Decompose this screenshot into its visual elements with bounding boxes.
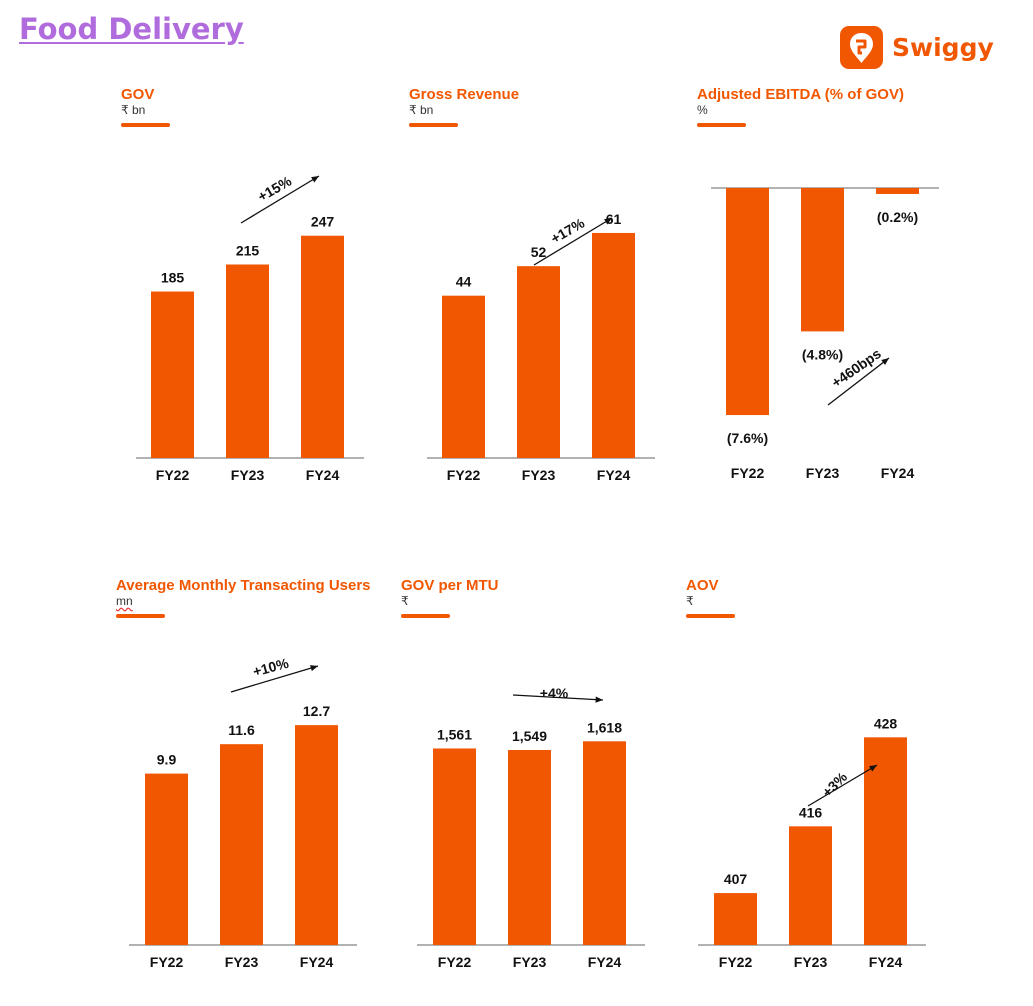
value-label: 416: [799, 804, 823, 820]
category-label: FY23: [225, 954, 259, 970]
chart-unit-aov: ₹: [686, 594, 694, 608]
value-label: 9.9: [157, 752, 177, 768]
chart-unit-gov-per-mtu: ₹: [401, 594, 409, 608]
growth-annotation: +17%: [548, 214, 588, 246]
bar: [592, 232, 635, 458]
category-label: FY22: [438, 954, 472, 970]
value-label: 185: [161, 270, 185, 286]
growth-annotation: +15%: [255, 172, 295, 204]
gross-revenue-chart: 44 FY22 52 FY23 61 FY24 +17%: [427, 211, 655, 483]
category-label: FY22: [447, 467, 481, 483]
category-label: FY23: [231, 467, 265, 483]
chart-unit-adjusted-ebitda: %: [697, 103, 708, 117]
category-label: FY23: [522, 467, 556, 483]
bar: [714, 893, 757, 945]
growth-arrow: [230, 665, 319, 693]
bar: [864, 737, 907, 945]
growth-arrow-head: [595, 696, 603, 703]
title-accent-line: [409, 123, 458, 127]
swiggy-logo: Swiggy: [840, 26, 994, 69]
bar: [801, 188, 844, 332]
value-label: 52: [531, 244, 547, 260]
bar: [433, 748, 476, 945]
category-label: FY24: [300, 954, 334, 970]
growth-arrow-head: [881, 358, 889, 365]
value-label: 61: [606, 211, 622, 227]
bar: [226, 264, 269, 458]
value-label: 1,549: [512, 728, 547, 744]
bar: [301, 235, 344, 458]
value-label: (4.8%): [802, 346, 843, 362]
swiggy-pin-icon: [840, 26, 883, 69]
bar: [876, 188, 919, 194]
value-label: 44: [456, 274, 472, 290]
bar: [220, 744, 263, 945]
category-label: FY23: [513, 954, 547, 970]
category-label: FY22: [156, 467, 190, 483]
title-accent-line: [686, 614, 735, 618]
value-label: 407: [724, 871, 748, 887]
value-label: 12.7: [303, 703, 330, 719]
value-label: (7.6%): [727, 430, 768, 446]
bar: [517, 266, 560, 458]
category-label: FY22: [719, 954, 753, 970]
title-accent-line: [697, 123, 746, 127]
value-label: 1,618: [587, 719, 622, 735]
bar: [726, 188, 769, 416]
gov-per-mtu-chart: 1,561 FY22 1,549 FY23 1,618 FY24 +4%: [417, 685, 645, 970]
chart-title-gov-per-mtu: GOV per MTU: [401, 577, 499, 594]
gov-chart: 185 FY22 215 FY23 247 FY24 +15%: [136, 172, 364, 483]
category-label: FY23: [794, 954, 828, 970]
growth-arrow: [807, 764, 878, 807]
bar: [583, 741, 626, 945]
category-label: FY24: [588, 954, 622, 970]
page-title: Food Delivery: [19, 12, 244, 46]
chart-unit-gov: ₹ bn: [121, 103, 146, 117]
category-label: FY24: [597, 467, 631, 483]
growth-arrow-head: [869, 765, 877, 772]
growth-arrow: [240, 175, 320, 224]
chart-title-adjusted-ebitda: Adjusted EBITDA (% of GOV): [697, 86, 904, 103]
growth-annotation: +4%: [540, 685, 569, 701]
title-accent-line: [401, 614, 450, 618]
category-label: FY22: [150, 954, 184, 970]
growth-arrow-head: [311, 176, 319, 183]
category-label: FY24: [869, 954, 903, 970]
bar: [789, 826, 832, 945]
growth-arrow: [512, 694, 604, 701]
value-label: 428: [874, 715, 898, 731]
growth-arrow: [533, 217, 613, 266]
value-label: 247: [311, 214, 335, 230]
value-label: 215: [236, 243, 260, 259]
chart-unit-gross-revenue: ₹ bn: [409, 103, 434, 117]
growth-arrow-head: [310, 665, 318, 672]
growth-arrow-head: [604, 218, 612, 225]
title-accent-line: [116, 614, 165, 618]
value-label: (0.2%): [877, 209, 918, 225]
category-label: FY24: [881, 465, 915, 481]
logo-text: Swiggy: [892, 33, 994, 62]
bar: [442, 295, 485, 458]
title-accent-line: [121, 123, 170, 127]
chart-unit-mtu: mn: [116, 594, 133, 608]
chart-title-gross-revenue: Gross Revenue: [409, 86, 520, 103]
chart-title-gov: GOV: [121, 86, 155, 103]
category-label: FY23: [806, 465, 840, 481]
bar: [295, 725, 338, 945]
adjusted-ebitda-chart: (7.6%)FY22(4.8%)FY23(0.2%)FY24+460bps: [711, 187, 939, 481]
bar: [151, 291, 194, 458]
growth-arrow: [827, 357, 890, 406]
value-label: 11.6: [228, 722, 255, 738]
category-label: FY24: [306, 467, 340, 483]
value-label: 1,561: [437, 726, 472, 742]
bar: [145, 773, 188, 945]
chart-title-mtu: Average Monthly Transacting Users: [116, 577, 371, 594]
chart-title-aov: AOV: [686, 577, 719, 594]
category-label: FY22: [731, 465, 765, 481]
growth-annotation: +3%: [819, 768, 851, 800]
bar: [508, 749, 551, 945]
aov-chart: 407 FY22 416 FY23 428 FY24 +3%: [698, 715, 926, 970]
